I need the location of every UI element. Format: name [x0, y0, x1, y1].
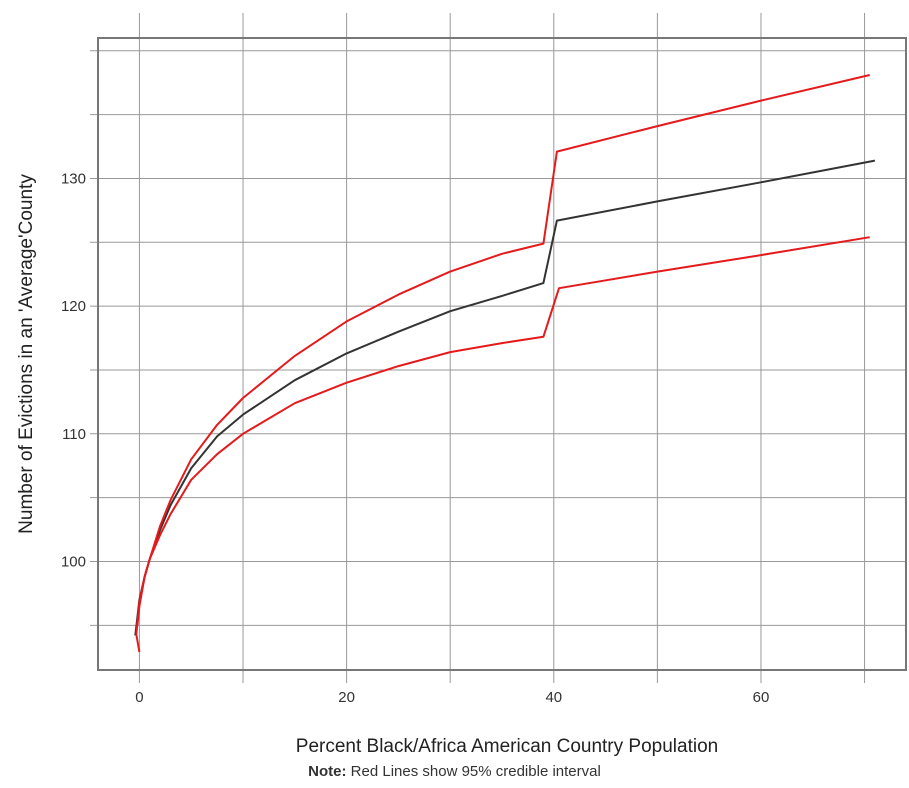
note-text: Red Lines show 95% credible interval — [346, 763, 601, 780]
gridlines — [90, 13, 906, 683]
x-axis-title: Percent Black/Africa American Country Po… — [296, 736, 718, 757]
mean-line — [134, 159, 876, 636]
lower-interval-line — [135, 236, 870, 653]
y-tick-label: 120 — [61, 298, 86, 315]
series-lines — [134, 74, 876, 653]
x-tick-label: 60 — [753, 689, 770, 706]
y-axis-title: Number of Evictions in an 'Average'Count… — [16, 174, 37, 534]
y-tick-label: 130 — [61, 170, 86, 187]
x-tick-label: 0 — [135, 689, 143, 706]
y-tick-label: 110 — [62, 426, 86, 443]
upper-interval-line — [136, 74, 870, 626]
line-chart: 0 20 40 60 100 110 120 130 Percent Black/Afric… — [16, 13, 907, 757]
x-tick-label: 40 — [545, 689, 562, 706]
x-tick-label: 20 — [338, 689, 355, 706]
plot-frame — [97, 37, 907, 671]
y-axis-ticks: 100 110 120 130 — [61, 170, 86, 570]
chart-note: Note: Red Lines show 95% credible interv… — [0, 763, 909, 780]
y-tick-label: 100 — [61, 553, 86, 570]
note-label: Note: — [308, 763, 347, 780]
x-axis-ticks: 0 20 40 60 — [135, 689, 769, 706]
